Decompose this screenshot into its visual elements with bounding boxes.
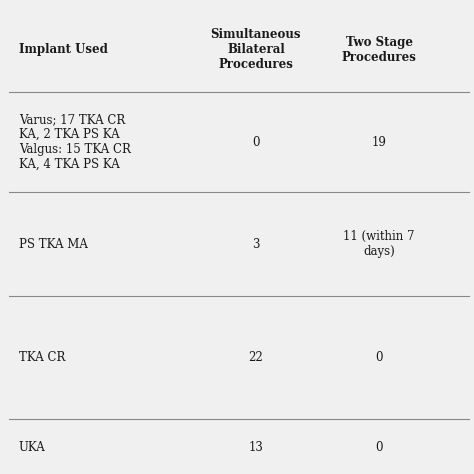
Text: PS TKA MA: PS TKA MA	[19, 237, 88, 251]
Text: UKA: UKA	[19, 441, 46, 455]
Text: 0: 0	[252, 136, 260, 149]
Text: 13: 13	[248, 441, 264, 455]
Text: 19: 19	[372, 136, 387, 149]
Text: 11 (within 7
days): 11 (within 7 days)	[344, 230, 415, 258]
Text: Implant Used: Implant Used	[19, 43, 108, 56]
Text: TKA CR: TKA CR	[19, 351, 65, 365]
Text: Simultaneous
Bilateral
Procedures: Simultaneous Bilateral Procedures	[211, 28, 301, 71]
Text: Varus; 17 TKA CR
KA, 2 TKA PS KA
Valgus: 15 TKA CR
KA, 4 TKA PS KA: Varus; 17 TKA CR KA, 2 TKA PS KA Valgus:…	[19, 113, 131, 171]
Text: 3: 3	[252, 237, 260, 251]
Text: 0: 0	[375, 441, 383, 455]
Text: 22: 22	[248, 351, 264, 365]
Text: Two Stage
Procedures: Two Stage Procedures	[342, 36, 417, 64]
Text: 0: 0	[375, 351, 383, 365]
